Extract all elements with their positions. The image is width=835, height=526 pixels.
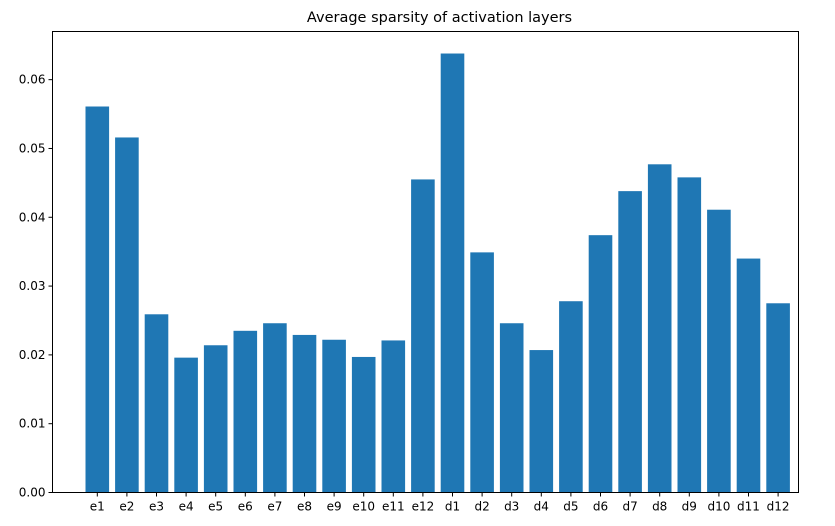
x-tick-label: d2 bbox=[474, 500, 489, 514]
x-tick-label: e9 bbox=[327, 500, 342, 514]
x-tick-label: d8 bbox=[652, 500, 667, 514]
x-tick-label: d7 bbox=[622, 500, 637, 514]
bar-e4 bbox=[174, 357, 198, 493]
x-tick-label: d6 bbox=[593, 500, 608, 514]
bar-d4 bbox=[529, 350, 554, 493]
y-tick-label: 0.02 bbox=[19, 348, 46, 362]
x-tick-label: d9 bbox=[682, 500, 697, 514]
bar-e9 bbox=[322, 339, 346, 493]
x-tick-label: d11 bbox=[737, 500, 760, 514]
bar-d11 bbox=[736, 258, 761, 493]
x-tick-label: e2 bbox=[119, 500, 134, 514]
x-tick-label: e4 bbox=[179, 500, 194, 514]
bar-e7 bbox=[263, 323, 287, 493]
bar-e5 bbox=[203, 345, 228, 493]
plot-frame bbox=[52, 31, 799, 493]
y-tick-label: 0.00 bbox=[19, 486, 46, 500]
bar-d10 bbox=[707, 209, 731, 493]
bar-d9 bbox=[677, 177, 702, 493]
bar-e8 bbox=[292, 334, 317, 493]
x-tick-label: d3 bbox=[504, 500, 519, 514]
bar-e6 bbox=[233, 330, 258, 493]
x-tick-label: e10 bbox=[352, 500, 375, 514]
x-tick-label: d10 bbox=[707, 500, 730, 514]
x-tick-label: e5 bbox=[208, 500, 223, 514]
y-tick-label: 0.03 bbox=[19, 279, 46, 293]
x-tick-label: e3 bbox=[149, 500, 164, 514]
bar-e12 bbox=[411, 179, 435, 493]
bar-e1 bbox=[85, 106, 110, 493]
x-tick-label: e8 bbox=[297, 500, 312, 514]
bar-d8 bbox=[647, 164, 672, 493]
bar-d5 bbox=[559, 301, 583, 493]
y-tick-label: 0.05 bbox=[19, 141, 46, 155]
x-tick-label: d5 bbox=[563, 500, 578, 514]
bar-e2 bbox=[115, 137, 139, 493]
y-tick-label: 0.04 bbox=[19, 210, 46, 224]
y-axis: 0.00 0.01 0.02 0.03 0.04 0.05 0.06 bbox=[19, 73, 53, 500]
bar-d6 bbox=[588, 235, 613, 493]
x-tick-label: d12 bbox=[767, 500, 790, 514]
bar-d3 bbox=[499, 323, 524, 493]
x-tick-label: e1 bbox=[90, 500, 105, 514]
chart-title: Average sparsity of activation layers bbox=[307, 10, 572, 26]
x-tick-label: d1 bbox=[445, 500, 460, 514]
x-tick-label: d4 bbox=[534, 500, 549, 514]
bar-d2 bbox=[470, 252, 494, 493]
bar-d12 bbox=[766, 303, 790, 493]
x-tick-label: e6 bbox=[238, 500, 253, 514]
x-axis: e1 e2 e3 e4 e5 e6 e7 e8 e9 e10 e11 e12 d1 d2 d3 d4 d5 d6 d… bbox=[90, 492, 790, 514]
bar-e11 bbox=[381, 340, 406, 493]
bar-d1 bbox=[440, 53, 465, 493]
bar-e3 bbox=[144, 314, 169, 493]
y-tick-label: 0.01 bbox=[19, 417, 46, 431]
bar-d7 bbox=[618, 191, 642, 493]
x-tick-label: e7 bbox=[267, 500, 282, 514]
x-tick-label: e11 bbox=[382, 500, 405, 514]
bar-e10 bbox=[351, 356, 376, 493]
x-tick-label: e12 bbox=[412, 500, 435, 514]
y-tick-label: 0.06 bbox=[19, 73, 46, 87]
bars-group bbox=[85, 53, 790, 493]
